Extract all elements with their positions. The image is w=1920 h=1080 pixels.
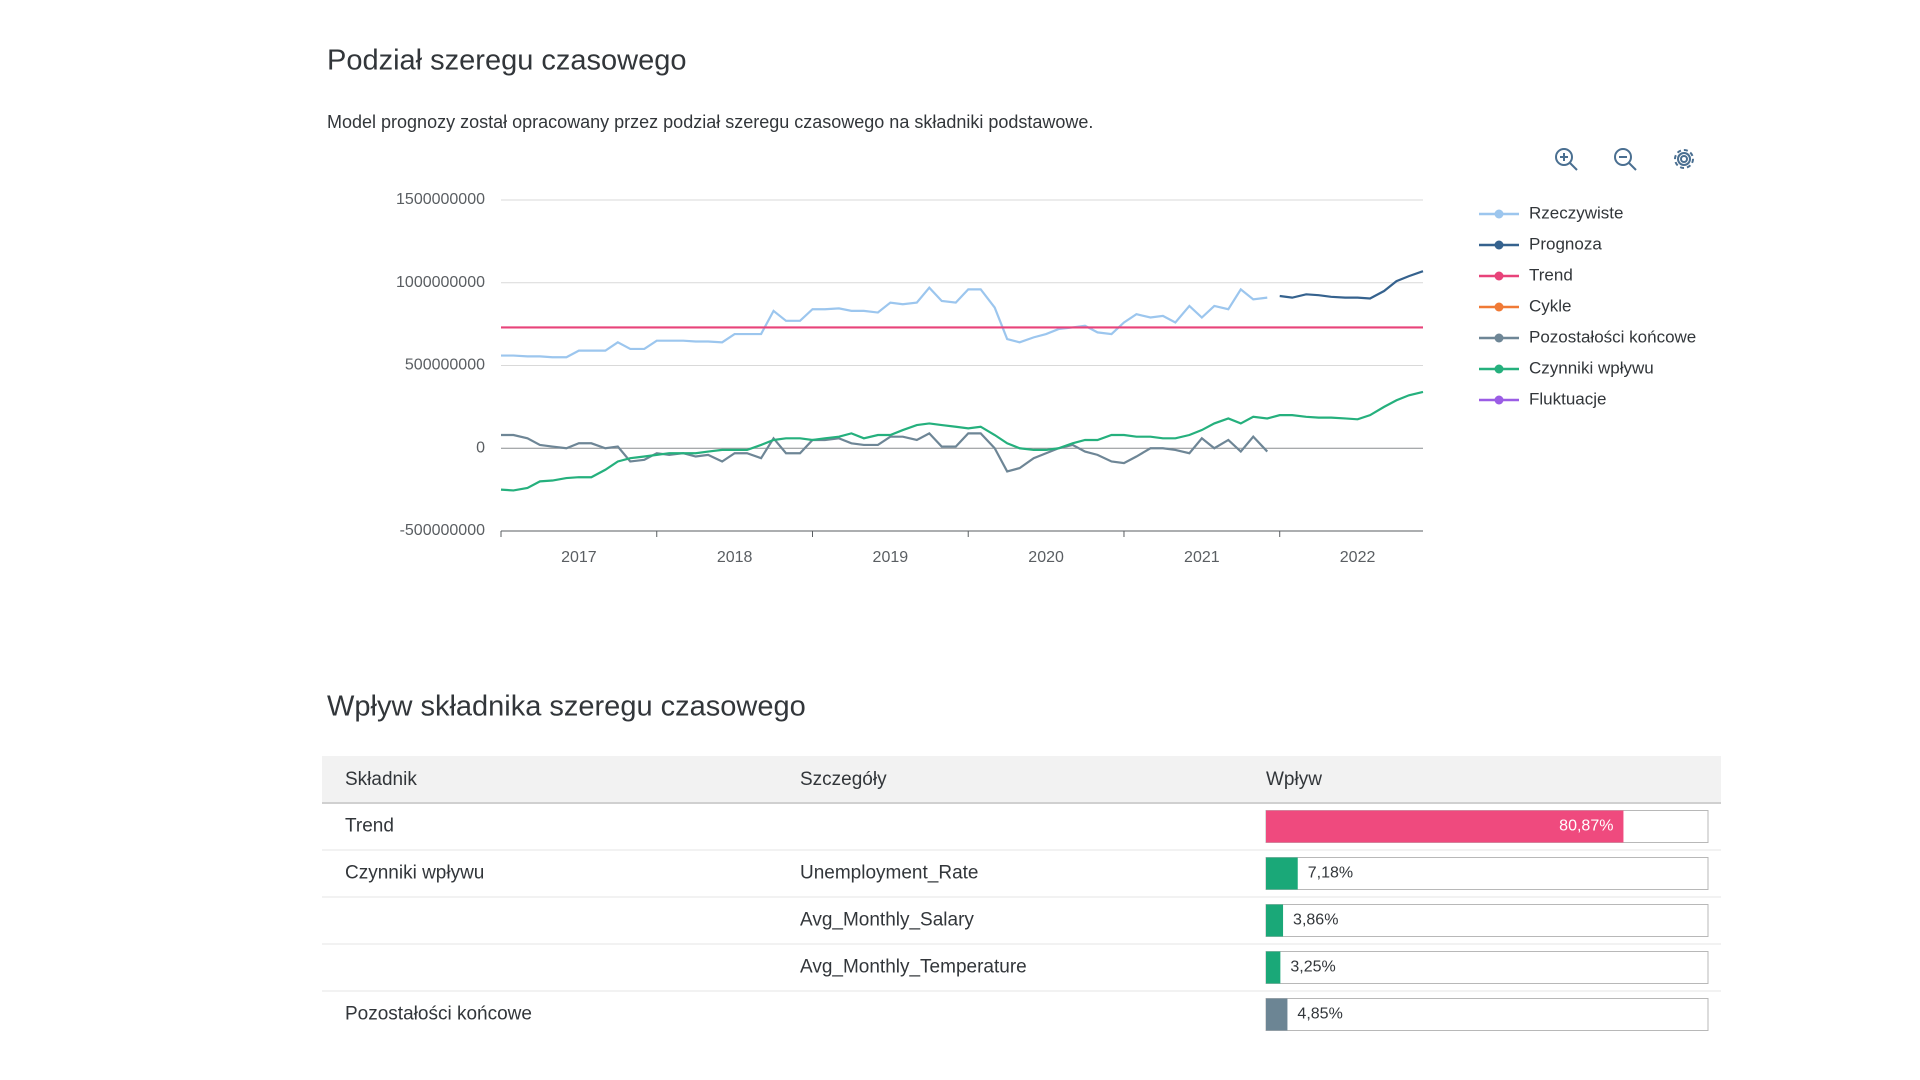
component: Pozostałości końcowe (345, 1004, 532, 1025)
detail: Avg_Monthly_Salary (800, 910, 974, 931)
impact-label: 3,25% (1290, 959, 1335, 976)
y-tick-label: 500000000 (405, 357, 485, 374)
legend-dot (1494, 209, 1504, 219)
page-title: Podział szeregu czasowego (327, 45, 686, 77)
x-tick-label: 2021 (1184, 549, 1220, 566)
impact-bar (1266, 810, 1624, 843)
legend-dot (1494, 364, 1504, 374)
legend-label: Fluktuacje (1529, 389, 1606, 408)
y-tick-label: 0 (476, 439, 485, 456)
detail: Avg_Monthly_Temperature (800, 957, 1027, 978)
column-header: Wpływ (1266, 769, 1322, 790)
x-tick-label: 2022 (1340, 549, 1376, 566)
component: Czynniki wpływu (345, 863, 484, 884)
section-title: Wpływ składnika szeregu czasowego (327, 691, 806, 723)
legend-label: Czynniki wpływu (1529, 358, 1654, 377)
series-line (1279, 270, 1424, 300)
series-line (501, 431, 1269, 473)
column-header: Szczegóły (800, 769, 887, 790)
y-tick-label: -500000000 (400, 522, 486, 539)
impact-bar (1266, 998, 1288, 1031)
x-tick-label: 2019 (873, 549, 909, 566)
component: Trend (345, 816, 394, 837)
zoom-in[interactable] (1555, 148, 1578, 171)
bar-track (1265, 857, 1709, 890)
series-line (501, 286, 1268, 359)
legend-label: Trend (1529, 265, 1573, 284)
impact-label: 3,86% (1293, 912, 1338, 929)
legend-dot (1494, 271, 1504, 281)
impact-bar (1266, 857, 1298, 890)
impact-bar (1266, 904, 1284, 937)
legend-label: Pozostałości końcowe (1529, 327, 1696, 346)
x-tick-label: 2020 (1028, 549, 1064, 566)
legend-label: Cykle (1529, 296, 1572, 315)
legend-dot (1494, 302, 1504, 312)
column-header: Składnik (345, 769, 417, 790)
impact-label: 80,87% (1559, 818, 1613, 835)
x-tick-label: 2018 (717, 549, 753, 566)
legend-label: Prognoza (1529, 234, 1602, 253)
zoom-out[interactable] (1614, 148, 1637, 171)
x-tick-label: 2017 (561, 549, 597, 566)
impact-bar (1266, 951, 1281, 984)
bar-track (1265, 904, 1709, 937)
table-header (322, 756, 1721, 803)
series-line (500, 390, 1424, 492)
bar-track (1265, 951, 1709, 984)
bar-track (1265, 998, 1709, 1031)
legend-label: Rzeczywiste (1529, 203, 1623, 222)
impact-label: 7,18% (1308, 865, 1353, 882)
description: Model prognozy został opracowany przez p… (327, 112, 1093, 132)
settings[interactable] (1674, 149, 1694, 169)
y-tick-label: 1000000000 (396, 274, 485, 291)
legend-dot (1494, 395, 1504, 405)
legend-dot (1494, 333, 1504, 343)
y-tick-label: 1500000000 (396, 191, 485, 208)
impact-label: 4,85% (1297, 1006, 1342, 1023)
detail: Unemployment_Rate (800, 863, 978, 884)
legend-dot (1494, 240, 1504, 250)
